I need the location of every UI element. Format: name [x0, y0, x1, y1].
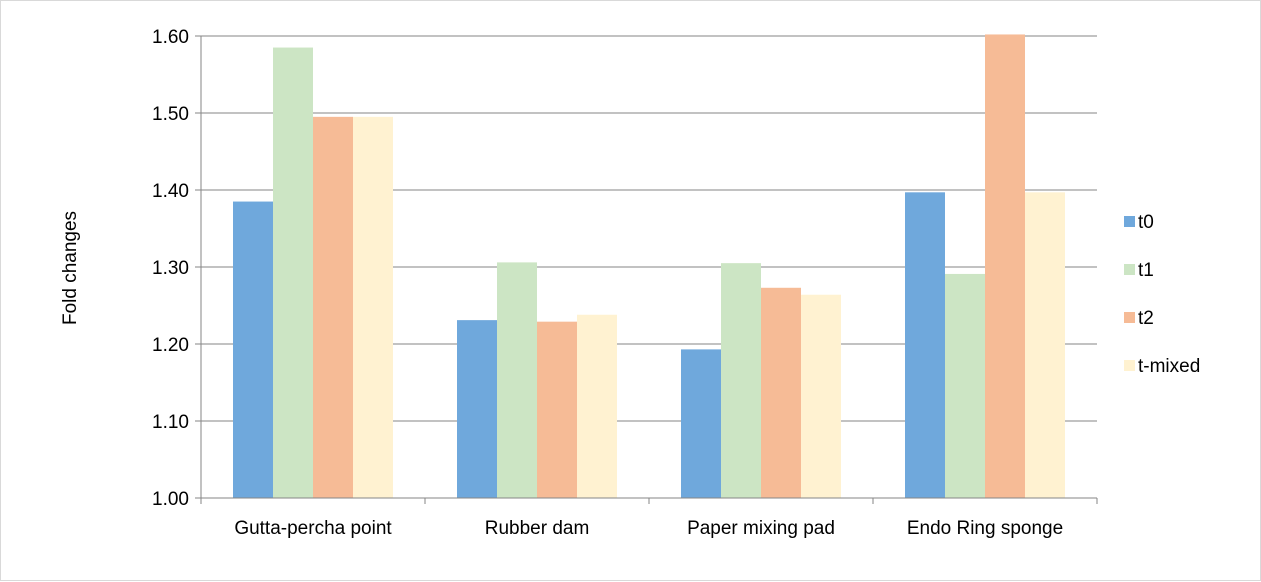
- x-category-labels: Gutta-percha point Rubber dam Paper mixing…: [234, 518, 1063, 539]
- y-tick-label: 1.20: [152, 335, 189, 356]
- bar-t1: [497, 262, 537, 498]
- bar-t1: [273, 47, 313, 499]
- x-category-label: Endo Ring sponge: [907, 518, 1063, 539]
- bar-t1: [721, 263, 761, 498]
- y-tick-labels: 1.00 1.10 1.20 1.30 1.40 1.50 1.60: [152, 27, 189, 510]
- bar-t2: [537, 321, 577, 498]
- bar-t-mixed: [801, 294, 841, 498]
- legend-swatch-t-mixed: [1124, 360, 1135, 371]
- bar-t1: [945, 273, 985, 498]
- y-axis-title: Fold changes: [60, 211, 81, 325]
- y-tick-label: 1.10: [152, 412, 189, 433]
- bars: [233, 34, 1065, 499]
- bar-t-mixed: [577, 314, 617, 498]
- bar-t0: [905, 192, 945, 498]
- x-category-label: Gutta-percha point: [234, 518, 392, 539]
- x-category-label: Rubber dam: [485, 518, 590, 539]
- bar-t-mixed: [353, 116, 393, 498]
- bar-t2: [761, 287, 801, 498]
- bar-t2: [313, 116, 353, 498]
- y-tick-label: 1.60: [152, 27, 189, 48]
- legend-label: t-mixed: [1138, 356, 1200, 377]
- legend-label: t2: [1138, 308, 1154, 329]
- y-tick-label: 1.00: [152, 489, 189, 510]
- y-tick-label: 1.50: [152, 104, 189, 125]
- bar-t-mixed: [1025, 192, 1065, 498]
- x-category-label: Paper mixing pad: [687, 518, 835, 539]
- axes: [200, 36, 1098, 504]
- legend-label: t0: [1138, 212, 1154, 233]
- bar-t2: [985, 34, 1025, 499]
- legend-label: t1: [1138, 260, 1154, 281]
- y-tick-label: 1.30: [152, 258, 189, 279]
- bar-t0: [681, 349, 721, 498]
- legend-swatch-t1: [1124, 264, 1135, 275]
- bar-t0: [233, 201, 273, 499]
- legend: t0 t1 t2 t-mixed: [1124, 212, 1200, 377]
- legend-swatch-t0: [1124, 216, 1135, 227]
- bar-t0: [457, 320, 497, 498]
- y-tick-label: 1.40: [152, 181, 189, 202]
- legend-swatch-t2: [1124, 312, 1135, 323]
